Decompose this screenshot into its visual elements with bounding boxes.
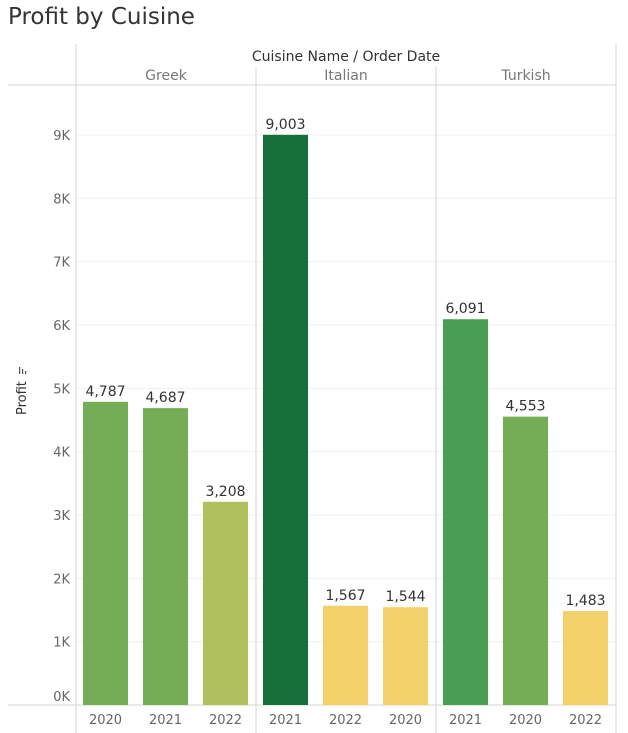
bar[interactable]: [143, 408, 188, 705]
bar[interactable]: [503, 416, 548, 705]
y-tick-label: 9K: [53, 129, 70, 144]
bar[interactable]: [563, 611, 608, 705]
y-tick-label: 4K: [53, 446, 70, 461]
x-tick-label: 2021: [269, 713, 302, 728]
group-label: Turkish: [500, 68, 550, 84]
x-tick-label: 2020: [89, 713, 122, 728]
data-label: 1,544: [385, 589, 425, 605]
column-header: Cuisine Name / Order Date: [252, 49, 440, 65]
group-label: Greek: [145, 68, 188, 84]
y-tick-label: 5K: [53, 382, 70, 397]
data-label: 4,687: [145, 390, 185, 406]
y-tick-label: 8K: [53, 192, 70, 207]
data-label: 4,787: [85, 384, 125, 400]
y-tick-label: 6K: [53, 319, 70, 334]
data-label: 1,483: [565, 593, 605, 609]
data-label: 9,003: [265, 117, 305, 133]
groups: Greek Italian Turkish: [145, 68, 550, 84]
bars: 4,787 2020 4,687 2021 3,208 2022 9,003 2021 1,56…: [83, 117, 608, 728]
data-label: 4,553: [505, 399, 545, 415]
y-axis-title[interactable]: Profit: [15, 366, 30, 415]
bar[interactable]: [383, 607, 428, 705]
y-axis: 0K 1K 2K 3K 4K 5K 6K 7K 8K 9K: [53, 129, 70, 705]
x-tick-label: 2021: [149, 713, 182, 728]
bar[interactable]: [263, 134, 308, 705]
x-tick-label: 2022: [209, 713, 242, 728]
group-label: Italian: [324, 68, 367, 84]
y-tick-label: 7K: [53, 256, 70, 271]
y-tick-label: 0K: [53, 690, 70, 705]
y-axis-label: Profit: [15, 381, 30, 415]
y-tick-label: 3K: [53, 509, 70, 524]
data-label: 6,091: [445, 301, 485, 317]
bar[interactable]: [443, 319, 488, 705]
y-tick-label: 1K: [53, 636, 70, 651]
bar[interactable]: [203, 501, 248, 705]
data-label: 3,208: [205, 484, 245, 500]
bar[interactable]: [83, 401, 128, 705]
page-title: Profit by Cuisine: [8, 4, 195, 30]
bar[interactable]: [323, 605, 368, 705]
x-tick-label: 2020: [389, 713, 422, 728]
sort-icon[interactable]: [18, 366, 27, 374]
y-tick-label: 2K: [53, 572, 70, 587]
data-label: 1,567: [325, 588, 365, 604]
y-axis-label-wrap: Profit: [13, 355, 37, 425]
x-tick-label: 2022: [569, 713, 602, 728]
x-tick-label: 2022: [329, 713, 362, 728]
x-tick-label: 2020: [509, 713, 542, 728]
x-tick-label: 2021: [449, 713, 482, 728]
